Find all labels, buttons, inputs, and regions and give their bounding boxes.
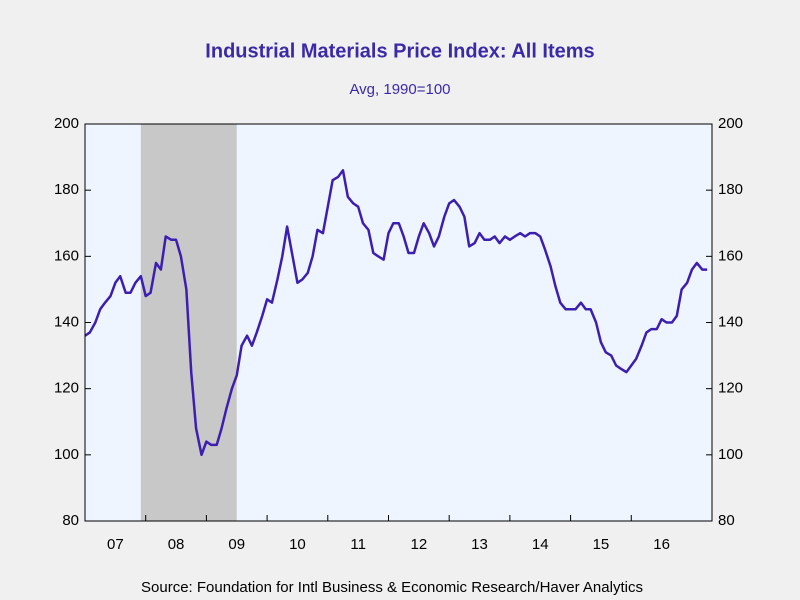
x-tick-label: 16 [653,536,670,553]
y2-tick-label: 140 [718,313,743,330]
y-tick-label: 120 [54,380,79,397]
source-note: Source: Foundation for Intl Business & E… [141,579,643,596]
y-tick-label: 160 [54,247,79,264]
x-tick-label: 14 [532,536,549,553]
x-tick-label: 11 [350,536,366,553]
x-tick-label: 12 [410,536,427,553]
x-tick-label: 07 [107,536,124,553]
chart-subtitle: Avg, 1990=100 [349,81,450,98]
y2-tick-label: 180 [718,181,743,198]
data-line [84,169,708,457]
y2-tick-label: 120 [718,380,743,397]
y2-tick-label: 200 [718,115,743,132]
y-tick-label: 100 [54,446,79,463]
x-tick-label: 09 [228,536,245,553]
y2-tick-label: 100 [718,446,743,463]
plot-border [84,123,713,522]
chart-title: Industrial Materials Price Index: All It… [205,40,594,62]
y2-tick-label: 80 [718,512,735,529]
x-tick-label: 13 [471,536,488,553]
x-tick-label: 08 [168,536,185,553]
y-tick-label: 180 [54,181,79,198]
y-tick-label: 200 [54,115,79,132]
y-tick-label: 80 [62,512,79,529]
x-tick-label: 15 [593,536,610,553]
x-tick-label: 10 [289,536,306,553]
y-tick-label: 140 [54,313,79,330]
y2-tick-label: 160 [718,247,743,264]
